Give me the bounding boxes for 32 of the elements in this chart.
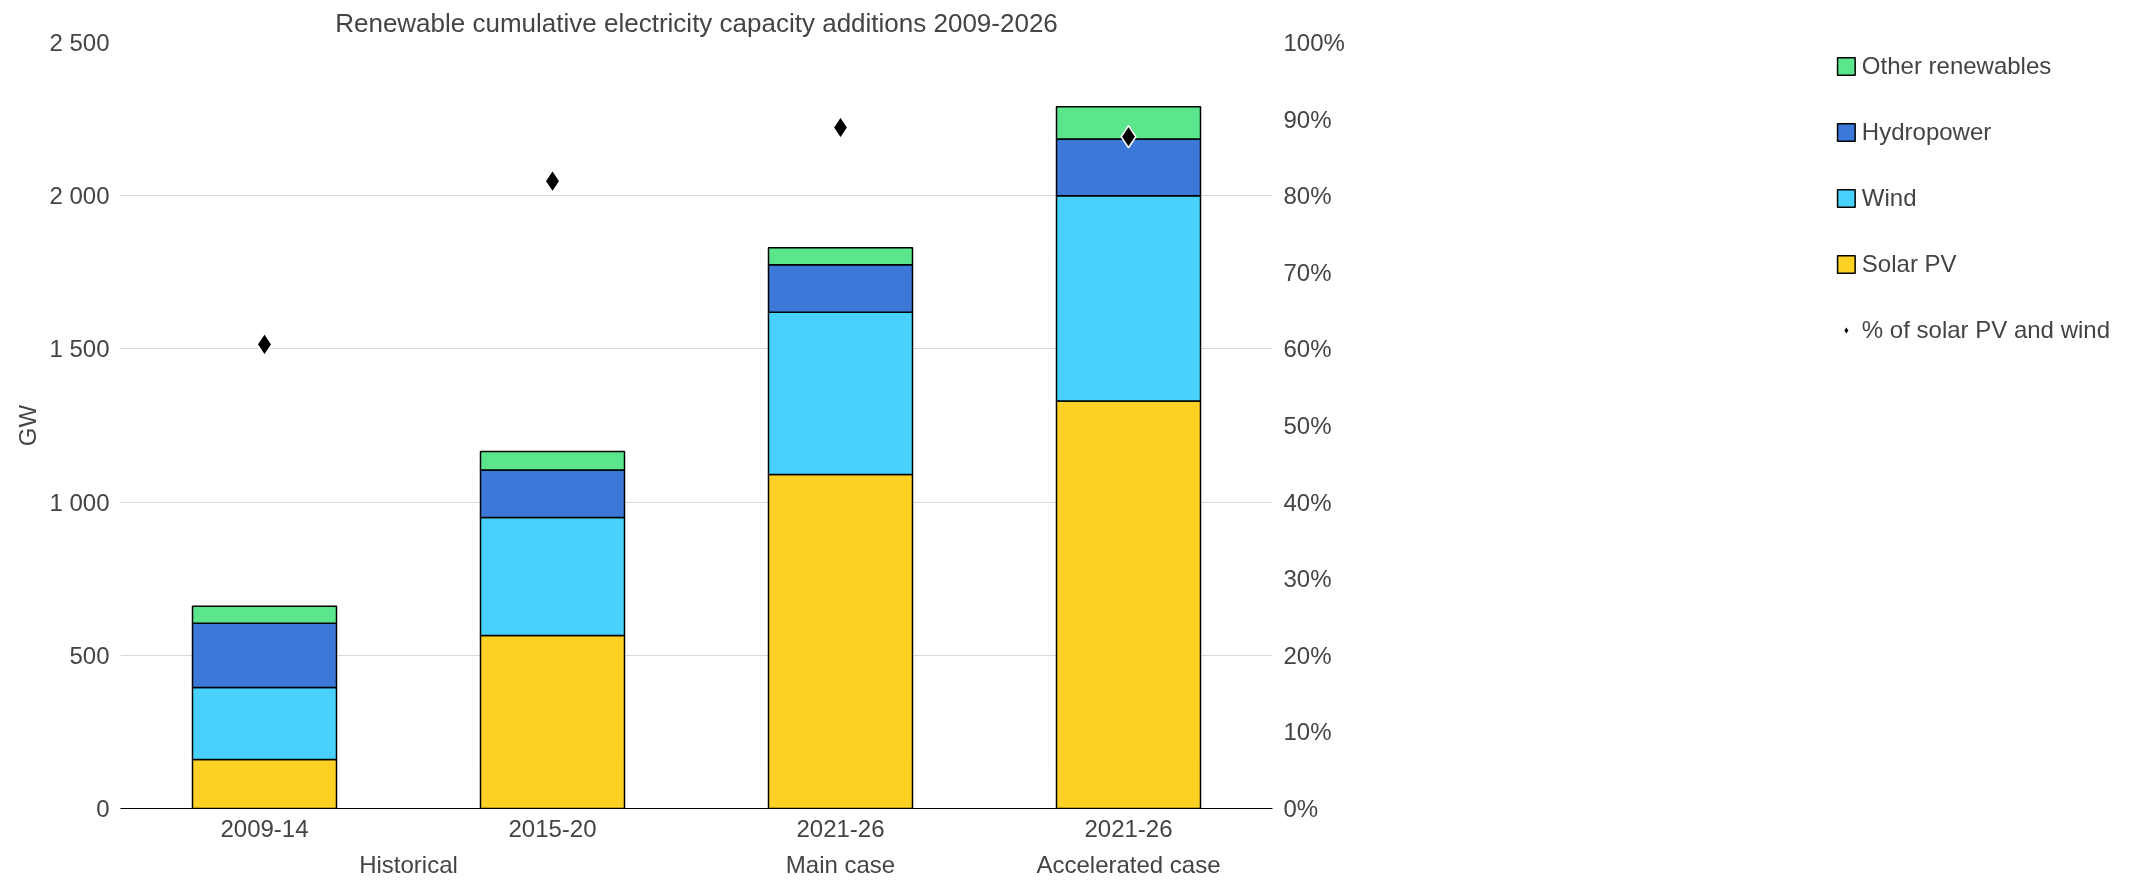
y2-tick-label: 20% [1283, 641, 1332, 669]
text: Main case [785, 850, 896, 878]
y2-tick-label: 90% [1283, 105, 1332, 133]
y2-tick-label: 10% [1283, 718, 1332, 746]
legend-label: % of solar PV and wind [1861, 316, 2110, 344]
y-tick-label: 1 000 [49, 488, 110, 516]
y-tick-label: 2 500 [49, 29, 110, 56]
x-tick-label: 2021-26 [1084, 814, 1173, 842]
text: Historical [359, 850, 458, 878]
legend-label: Solar PV [1861, 250, 1957, 278]
y2-tick-label: 70% [1283, 258, 1332, 286]
y2-tick-label: 60% [1283, 335, 1332, 363]
y-tick-label: 500 [69, 641, 110, 669]
x-tick-label: 2015-20 [508, 814, 597, 842]
x-tick-label: 2021-26 [796, 814, 885, 842]
y2-tick-label: 40% [1283, 488, 1332, 516]
x-tick-label: 2009-14 [220, 814, 309, 842]
y-tick-label: 2 000 [49, 182, 110, 210]
y2-tick-label: 100% [1283, 29, 1345, 56]
legend-label: Wind [1861, 184, 1917, 212]
y2-tick-label: 80% [1283, 182, 1332, 210]
y-tick-label: 1 500 [49, 335, 110, 363]
text: Accelerated case [1036, 850, 1221, 878]
chart-title: Renewable cumulative electricity capacity additions 2009-2026 [335, 7, 1058, 38]
y2-tick-label: 0% [1283, 795, 1319, 822]
y2-tick-label: 30% [1283, 565, 1332, 593]
y-tick-label: 0 [96, 795, 110, 822]
legend-label: Hydropower [1861, 118, 1992, 146]
legend-label: Other renewables [1861, 52, 2052, 80]
y2-tick-label: 50% [1283, 412, 1332, 439]
y-axis-title: GW [14, 404, 42, 447]
point [544, 169, 561, 193]
